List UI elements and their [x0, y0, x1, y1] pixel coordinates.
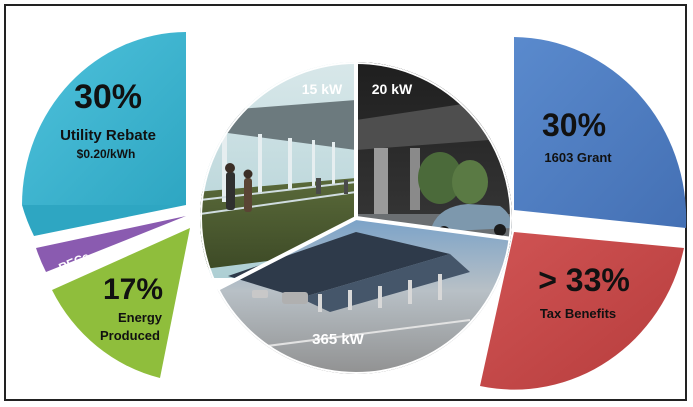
recs-slice	[36, 216, 186, 272]
tax-benefits-slice	[480, 232, 684, 390]
energy-produced-label-line2: Produced	[100, 328, 160, 343]
right-pie	[480, 37, 687, 390]
utility-rebate-label: Utility Rebate	[60, 127, 156, 144]
left-pie	[21, 32, 190, 378]
slice-20kw-label: 20 kW	[372, 81, 413, 97]
slice-365kw-photo	[200, 218, 512, 374]
grant-1603-slice	[514, 37, 687, 228]
energy-produced-percent: 17%	[103, 273, 163, 306]
slice-15kw-label: 15 kW	[302, 81, 343, 97]
energy-produced-slice	[52, 228, 190, 378]
tax-benefits-label: Tax Benefits	[540, 306, 616, 321]
utility-rebate-sublabel: $0.20/kWh	[77, 147, 136, 161]
grant-1603-label: 1603 Grant	[544, 150, 612, 165]
utility-rebate-slice-lower	[22, 205, 186, 236]
tax-benefits-percent: > 33%	[538, 262, 630, 298]
utility-rebate-percent: 30%	[74, 78, 142, 116]
energy-produced-label-line1: Energy	[118, 310, 163, 325]
labels: 30% Utility Rebate $0.20/kWh RECs 17% En…	[57, 78, 630, 348]
utility-rebate-slice	[21, 32, 186, 205]
grant-1603-percent: 30%	[542, 107, 606, 143]
slice-365kw-label: 365 kW	[312, 331, 365, 348]
